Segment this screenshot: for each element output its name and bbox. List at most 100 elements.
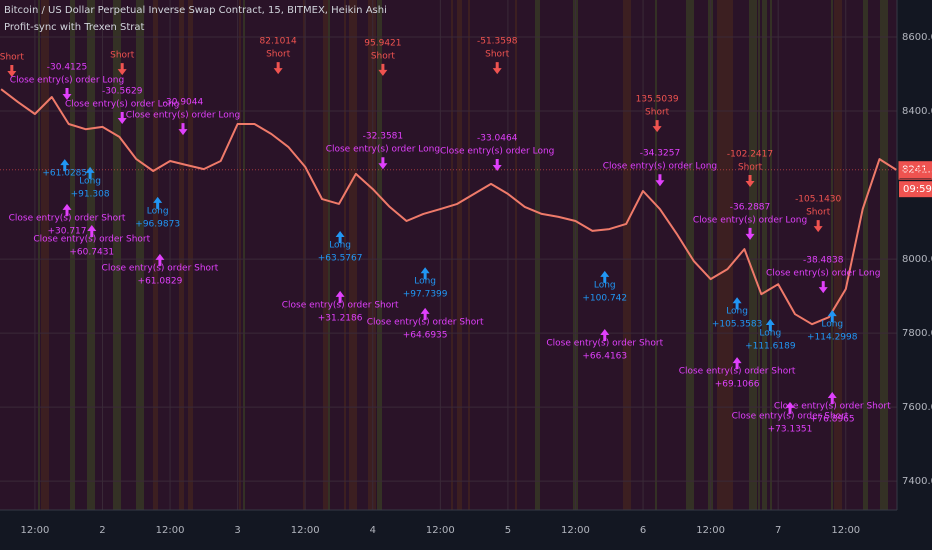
signal-arrow [153, 196, 163, 209]
x-axis-panel [0, 510, 932, 550]
signal-arrow [492, 62, 502, 75]
signal-text: -34.3257 [640, 149, 680, 159]
signal-text: +61.0285 [42, 169, 87, 179]
signal-arrow [378, 157, 388, 170]
signal-arrow [813, 220, 823, 233]
stripe [515, 0, 517, 510]
signal-text: Short [110, 51, 135, 61]
signal-text: Long [329, 240, 351, 250]
signal-text: Long [759, 329, 781, 339]
signal-text: Short [738, 162, 763, 172]
chart-subtitle: Profit-sync with Trexen Strat [4, 22, 145, 33]
signal-text: +30.717 [47, 226, 86, 236]
stripe [457, 0, 462, 510]
signal-text: Close entry(s) order Long [10, 75, 124, 85]
price-label-fill [899, 161, 932, 178]
signal-arrow [732, 297, 742, 310]
x-tick-label: 12:00 [696, 525, 725, 536]
signal-text: Close entry(s) order Long [65, 100, 179, 110]
stripe [655, 0, 657, 510]
signal-text: Long [147, 206, 169, 216]
signal-arrow [827, 310, 837, 323]
signal-text: -51.3598 [477, 37, 518, 47]
signal-text: Long [414, 277, 436, 287]
x-tick-label: 12:00 [426, 525, 455, 536]
signal-text: +64.6935 [403, 330, 448, 340]
signal-text: +111.6189 [745, 342, 796, 352]
stripe [880, 0, 888, 510]
signal-text: Close entry(s) order Short [774, 401, 891, 411]
signal-text: -105.1430 [795, 195, 841, 205]
signal-text: Close entry(s) order Long [440, 147, 554, 157]
signal-arrow [732, 357, 742, 370]
background-stripes [38, 0, 888, 510]
signal-text: Close entry(s) order Long [603, 162, 717, 172]
signal-arrow [652, 120, 662, 133]
signal-text: -33.0464 [477, 134, 518, 144]
stripe [451, 0, 453, 510]
stripe [368, 0, 376, 510]
signal-text: Close entry(s) order Short [102, 263, 219, 273]
stripe [179, 0, 184, 510]
signal-text: Short [0, 52, 24, 62]
stripe [749, 0, 757, 510]
countdown-box [899, 181, 932, 198]
countdown: 09:59 [903, 184, 932, 195]
signal-text: Close entry(s) order Long [766, 269, 880, 279]
signal-text: -30.4125 [47, 62, 87, 72]
stripe [717, 0, 725, 510]
signal-text: +76.8965 [810, 414, 855, 424]
stripe [770, 0, 772, 510]
stripe [243, 0, 245, 510]
signal-text: Close entry(s) order Short [546, 339, 663, 349]
y-tick-label: 8600.0 [902, 32, 932, 43]
signal-text: 135.5039 [636, 95, 679, 105]
signal-arrow [420, 307, 430, 320]
signal-arrow [178, 123, 188, 136]
signal-text: Short [485, 50, 510, 60]
signal-text: Short [371, 51, 396, 61]
signal-text: 95.9421 [364, 38, 401, 48]
signal-text: +60.7431 [69, 248, 114, 258]
stripe [113, 0, 121, 510]
stripe [38, 0, 40, 510]
marks [0, 88, 897, 326]
signal-text: -30.9044 [163, 98, 204, 108]
signal-text: +97.7399 [403, 290, 448, 300]
signal-text: -102.2417 [727, 149, 773, 159]
x-tick-label: 3 [234, 525, 240, 536]
signal-text: +114.2998 [807, 333, 858, 343]
stripe [87, 0, 95, 510]
signal-text: Close entry(s) order Short [282, 300, 399, 310]
signal-text: +31.2186 [318, 313, 363, 323]
stripe [136, 0, 144, 510]
stripe [758, 0, 760, 510]
signal-text: Short [645, 108, 670, 118]
price-label: 8241.5 [902, 165, 932, 176]
annotations: Short Short 82.1014 Short 95.9421 Short -51.35… [0, 37, 891, 435]
stripe [377, 0, 382, 510]
signal-arrow [62, 203, 72, 216]
signal-arrow [335, 290, 345, 303]
stripe [344, 0, 346, 510]
signal-text: Close entry(s) order Short [9, 213, 126, 223]
stripe [188, 0, 193, 510]
signal-text: 82.1014 [260, 37, 297, 47]
price-line [0, 88, 897, 326]
signal-text: +69.1066 [715, 380, 760, 390]
signal-text: Long [726, 307, 748, 317]
signal-arrow [7, 64, 17, 77]
signal-text: Close entry(s) order Short [367, 317, 484, 327]
y-tick-label: 7400.0 [902, 476, 932, 487]
price-label-box [898, 162, 932, 180]
signal-text: +96.9873 [135, 219, 180, 229]
signal-text: Close entry(s) order Short [33, 235, 150, 245]
price-label: 8237.5 [902, 166, 932, 177]
x-tick-label: 4 [370, 525, 376, 536]
signal-text: -30.5629 [102, 87, 143, 97]
signal-arrow [60, 159, 70, 172]
signal-arrow [335, 230, 345, 243]
signal-arrow [745, 227, 755, 240]
signal-text: Short [806, 208, 831, 218]
